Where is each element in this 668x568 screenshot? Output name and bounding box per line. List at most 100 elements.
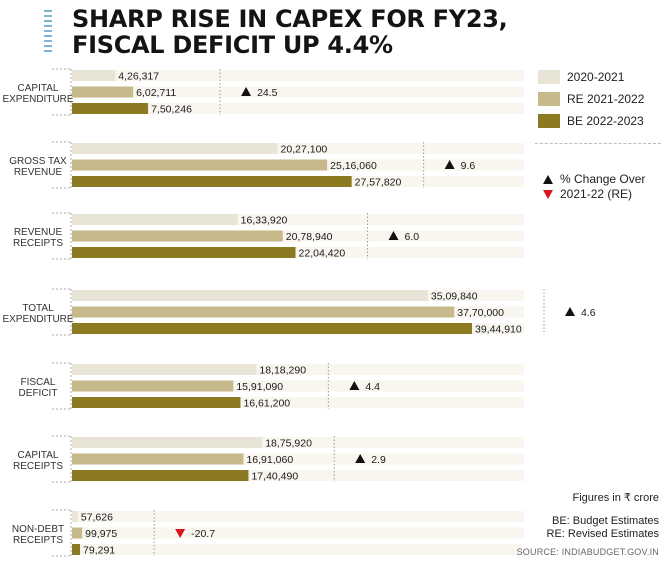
re-note: RE: Revised Estimates (546, 528, 659, 540)
group-bracket (50, 288, 70, 336)
series-legend: 2020-2021 RE 2021-2022 BE 2022-2023 (538, 66, 668, 132)
legend-label: 2020-2021 (567, 70, 625, 84)
value-label: 39,44,910 (475, 324, 522, 336)
change-up-triangle (565, 307, 575, 316)
value-label: 16,91,060 (246, 454, 293, 466)
legend-label: BE 2022-2023 (567, 114, 644, 128)
group-bracket (50, 435, 70, 483)
value-label: 27,57,820 (355, 177, 402, 189)
value-label: 57,626 (81, 512, 113, 524)
change-label: 2.9 (371, 454, 386, 466)
legend-swatch-2020-2021 (538, 70, 560, 84)
title-line-2: FISCAL DEFICIT UP 4.4% (72, 31, 393, 59)
bar (72, 437, 263, 448)
group-bracket (50, 362, 70, 410)
group-bracket (50, 141, 70, 189)
change-up-triangle (388, 231, 399, 240)
triangle-up-icon (543, 175, 553, 184)
bar (72, 290, 428, 301)
bar-track (72, 103, 524, 114)
legend-divider (535, 143, 661, 144)
bar (72, 214, 238, 225)
group-label: GROSS TAX (9, 156, 67, 167)
bar (72, 103, 149, 114)
value-label: 18,75,920 (265, 438, 312, 450)
value-label: 22,04,420 (299, 248, 346, 260)
bar-track (72, 70, 524, 81)
bar-track (72, 214, 524, 225)
bar (72, 470, 249, 481)
change-up-triangle (241, 87, 252, 96)
change-legend-line-2: 2021-22 (RE) (560, 187, 633, 201)
value-label: 18,18,290 (259, 365, 306, 377)
change-label: 4.4 (365, 381, 380, 393)
value-label: 79,291 (83, 545, 115, 557)
value-label: 20,27,100 (281, 144, 328, 156)
group-label: REVENUE (14, 167, 63, 178)
change-legend-line-1: % Change Over (560, 172, 646, 186)
bar-track (72, 544, 524, 555)
value-label: 37,70,000 (457, 307, 504, 319)
change-up-triangle (355, 454, 366, 463)
bar (72, 306, 455, 318)
group-bracket (50, 68, 70, 116)
triangle-down-icon (543, 190, 553, 199)
bar-track (72, 86, 524, 98)
group-label: REVENUE (14, 227, 63, 238)
units-note: Figures in ₹ crore (572, 492, 659, 504)
bar (72, 527, 83, 539)
bar-track (72, 527, 524, 539)
legend-swatch-be-2022-2023 (538, 114, 560, 128)
bar-track (72, 511, 524, 522)
be-note: BE: Budget Estimates (552, 515, 659, 527)
bar (72, 70, 116, 81)
group-label: RECEIPTS (13, 535, 63, 546)
change-legend: % Change Over 2021-22 (RE) (543, 172, 645, 202)
legend-item-re-2021-2022: RE 2021-2022 (538, 88, 668, 110)
bar (72, 176, 352, 187)
change-label: 9.6 (461, 160, 476, 172)
bar-track (72, 230, 524, 242)
legend-swatch-re-2021-2022 (538, 92, 560, 106)
bar (72, 364, 257, 375)
bar-track (72, 364, 524, 375)
bar (72, 511, 78, 522)
group-bracket (50, 212, 70, 260)
page-title: SHARP RISE IN CAPEX FOR FY23, FISCAL DEF… (72, 5, 508, 59)
bar (72, 230, 283, 242)
change-label: 6.0 (405, 231, 420, 243)
value-label: 16,61,200 (243, 398, 290, 410)
change-label: -20.7 (191, 528, 215, 540)
group-label: RECEIPTS (13, 238, 63, 249)
value-label: 7,50,246 (151, 104, 192, 116)
value-label: 35,09,840 (431, 291, 478, 303)
change-label: 24.5 (257, 87, 278, 99)
group-label: TOTAL (22, 303, 54, 314)
bar (72, 380, 234, 392)
bar (72, 323, 472, 334)
bar (72, 544, 81, 555)
value-label: 25,16,060 (330, 160, 377, 172)
group-label: FISCAL (20, 377, 55, 388)
legend-item-be-2022-2023: BE 2022-2023 (538, 110, 668, 132)
change-label: 4.6 (581, 307, 596, 319)
source-note: SOURCE: INDIABUDGET.GOV.IN (516, 547, 659, 557)
value-label: 99,975 (85, 528, 117, 540)
bar-track (72, 143, 524, 154)
change-up-triangle (444, 160, 455, 169)
value-label: 17,40,490 (251, 471, 298, 483)
group-bracket (50, 509, 70, 557)
title-line-1: SHARP RISE IN CAPEX FOR FY23, (72, 5, 508, 33)
title-decoration (44, 10, 52, 54)
group-label: CAPITAL (18, 450, 59, 461)
bar-track (72, 247, 524, 258)
group-label: RECEIPTS (13, 461, 63, 472)
bar (72, 143, 278, 154)
bar-track (72, 380, 524, 392)
chart-notes: Figures in ₹ crore BE: Budget Estimates … (517, 492, 659, 559)
value-label: 16,33,920 (241, 215, 288, 227)
legend-label: RE 2021-2022 (567, 92, 645, 106)
bar (72, 247, 296, 258)
value-label: 20,78,940 (286, 231, 333, 243)
